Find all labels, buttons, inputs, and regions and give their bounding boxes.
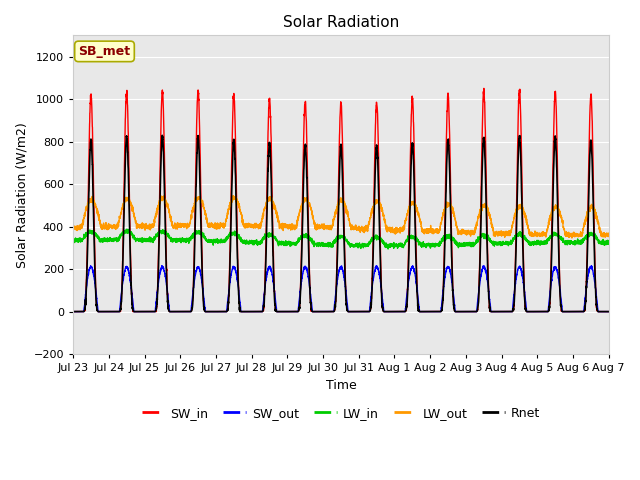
Rnet: [461, 309, 468, 314]
Rnet: [159, 132, 166, 138]
SW_out: [605, 309, 612, 314]
Line: SW_in: SW_in: [73, 88, 609, 312]
SW_in: [321, 309, 328, 314]
SW_out: [372, 263, 380, 268]
Rnet: [321, 309, 329, 314]
LW_in: [321, 241, 329, 247]
SW_out: [69, 309, 77, 314]
Y-axis label: Solar Radiation (W/m2): Solar Radiation (W/m2): [15, 122, 28, 267]
SW_in: [604, 309, 612, 314]
LW_out: [166, 209, 173, 215]
SW_in: [492, 309, 499, 314]
LW_out: [492, 230, 499, 236]
SW_in: [166, 309, 173, 314]
SW_out: [321, 309, 328, 314]
Rnet: [431, 309, 439, 314]
LW_out: [568, 235, 576, 241]
LW_out: [604, 233, 612, 239]
X-axis label: Time: Time: [326, 379, 356, 392]
SW_out: [431, 309, 439, 314]
LW_in: [384, 246, 392, 252]
Line: LW_out: LW_out: [73, 196, 609, 238]
LW_out: [321, 223, 329, 228]
Line: SW_out: SW_out: [73, 265, 609, 312]
Rnet: [605, 309, 612, 314]
Line: Rnet: Rnet: [73, 135, 609, 312]
LW_out: [461, 230, 468, 236]
SW_in: [480, 85, 488, 91]
LW_out: [69, 223, 77, 229]
LW_in: [166, 234, 173, 240]
Rnet: [166, 309, 173, 314]
SW_out: [461, 309, 468, 314]
SW_in: [461, 309, 468, 314]
LW_in: [604, 241, 612, 247]
Line: LW_in: LW_in: [73, 229, 609, 249]
LW_out: [229, 193, 237, 199]
LW_in: [492, 240, 499, 246]
Text: SB_met: SB_met: [79, 45, 131, 58]
LW_in: [69, 236, 77, 241]
SW_in: [431, 309, 439, 314]
Title: Solar Radiation: Solar Radiation: [283, 15, 399, 30]
LW_out: [431, 229, 439, 235]
LW_in: [123, 226, 131, 232]
SW_in: [69, 309, 77, 314]
Rnet: [492, 309, 499, 314]
SW_out: [604, 309, 612, 314]
LW_in: [461, 241, 469, 247]
Rnet: [604, 309, 612, 314]
Legend: SW_in, SW_out, LW_in, LW_out, Rnet: SW_in, SW_out, LW_in, LW_out, Rnet: [136, 402, 545, 425]
SW_out: [492, 309, 499, 314]
SW_out: [166, 306, 173, 312]
LW_in: [431, 243, 439, 249]
LW_out: [605, 232, 612, 238]
SW_in: [605, 309, 612, 314]
Rnet: [69, 309, 77, 314]
LW_in: [605, 241, 612, 247]
